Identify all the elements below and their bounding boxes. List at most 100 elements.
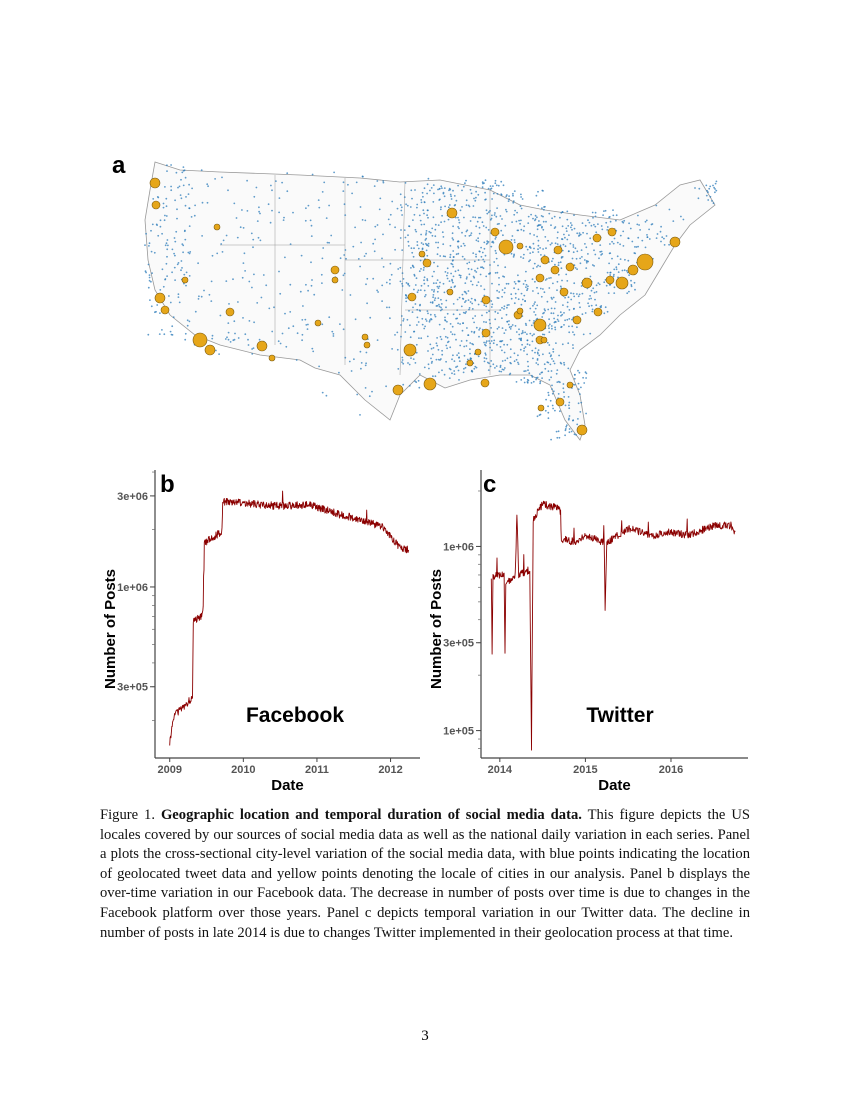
tweet-point	[182, 166, 185, 168]
tweet-point	[534, 218, 537, 221]
tweet-point	[505, 282, 508, 285]
tweet-point	[278, 197, 281, 199]
tweet-point	[566, 301, 569, 304]
tweet-point	[401, 272, 404, 274]
tweet-point	[413, 330, 415, 333]
tweet-point	[547, 411, 550, 414]
caption-prefix: Figure 1.	[100, 807, 155, 823]
tweet-point	[429, 189, 431, 192]
tweet-point	[150, 250, 153, 253]
tweet-point	[166, 170, 168, 172]
tweet-point	[410, 247, 413, 250]
tweet-point	[520, 256, 522, 258]
tweet-point	[479, 327, 481, 330]
city-point	[498, 239, 514, 255]
city-point	[553, 245, 563, 255]
tweet-point	[480, 255, 483, 258]
tweet-point	[665, 235, 668, 237]
city-point	[480, 378, 490, 388]
tweet-point	[475, 196, 477, 199]
tweet-point	[476, 267, 479, 270]
tweet-point	[550, 325, 553, 327]
tweet-point	[617, 263, 620, 266]
tweet-point	[417, 321, 420, 323]
tweet-point	[589, 237, 592, 240]
tweet-point	[322, 247, 325, 249]
tweet-point	[475, 271, 478, 273]
tweet-point	[385, 385, 387, 388]
tweet-point	[176, 208, 178, 211]
tweet-point	[572, 419, 575, 422]
tweet-point	[551, 242, 553, 244]
tweet-point	[578, 371, 581, 374]
tweet-point	[446, 267, 449, 270]
tweet-point	[197, 298, 200, 300]
tweet-point	[524, 322, 527, 325]
tweet-point	[559, 285, 562, 288]
tweet-point	[273, 306, 275, 309]
tweet-point	[357, 258, 360, 260]
tweet-point	[371, 390, 373, 393]
tweet-point	[644, 220, 647, 223]
tweet-point	[542, 220, 545, 223]
tweet-point	[581, 256, 583, 258]
city-point	[154, 292, 166, 304]
tweet-point	[472, 216, 474, 218]
tweet-point	[449, 346, 452, 349]
tweet-point	[441, 231, 444, 234]
tweet-point	[537, 190, 539, 193]
tweet-point	[547, 405, 549, 408]
tweet-point	[389, 262, 392, 265]
city-point	[592, 233, 602, 243]
tweet-point	[376, 289, 378, 292]
tweet-point	[285, 345, 288, 348]
tweet-point	[427, 216, 429, 219]
tweet-point	[443, 195, 446, 198]
tweet-point	[594, 215, 597, 218]
tweet-point	[353, 358, 355, 361]
tweet-point	[431, 302, 434, 304]
tweet-point	[531, 334, 534, 337]
tweet-point	[594, 253, 597, 256]
tweet-point	[180, 197, 183, 200]
tweet-point	[475, 253, 477, 256]
tweet-point	[164, 244, 167, 247]
tweet-point	[389, 282, 391, 285]
tweet-point	[477, 259, 480, 261]
tweet-point	[485, 275, 488, 278]
tweet-point	[313, 293, 316, 296]
tweet-point	[550, 370, 553, 372]
tweet-point	[161, 329, 163, 331]
tweet-point	[575, 434, 577, 436]
tweet-point	[453, 370, 456, 372]
tweet-point	[557, 320, 560, 322]
tweet-point	[401, 356, 404, 359]
tweet-point	[594, 211, 597, 214]
tweet-point	[475, 255, 477, 258]
x-tick-label: 2012	[378, 764, 402, 776]
tweet-point	[566, 218, 569, 221]
tweet-point	[470, 192, 473, 195]
tweet-point	[495, 252, 497, 255]
tweet-point	[548, 327, 550, 330]
tweet-point	[418, 214, 421, 217]
tweet-point	[416, 291, 419, 294]
tweet-point	[488, 362, 490, 365]
tweet-point	[502, 234, 504, 237]
tweet-point	[474, 315, 477, 317]
caption-title: Geographic location and temporal duratio…	[160, 807, 582, 823]
tweet-point	[489, 185, 492, 187]
x-tick-label: 2016	[659, 764, 683, 776]
tweet-point	[382, 233, 384, 236]
tweet-point	[271, 330, 274, 333]
tweet-point	[483, 241, 486, 244]
tweet-point	[578, 232, 581, 234]
tweet-point	[289, 243, 292, 245]
tweet-point	[568, 331, 571, 334]
tweet-point	[473, 197, 475, 200]
tweet-point	[537, 363, 539, 366]
tweet-point	[185, 284, 187, 287]
tweet-point	[410, 357, 412, 359]
tweet-point	[246, 179, 249, 182]
tweet-point	[537, 251, 540, 253]
